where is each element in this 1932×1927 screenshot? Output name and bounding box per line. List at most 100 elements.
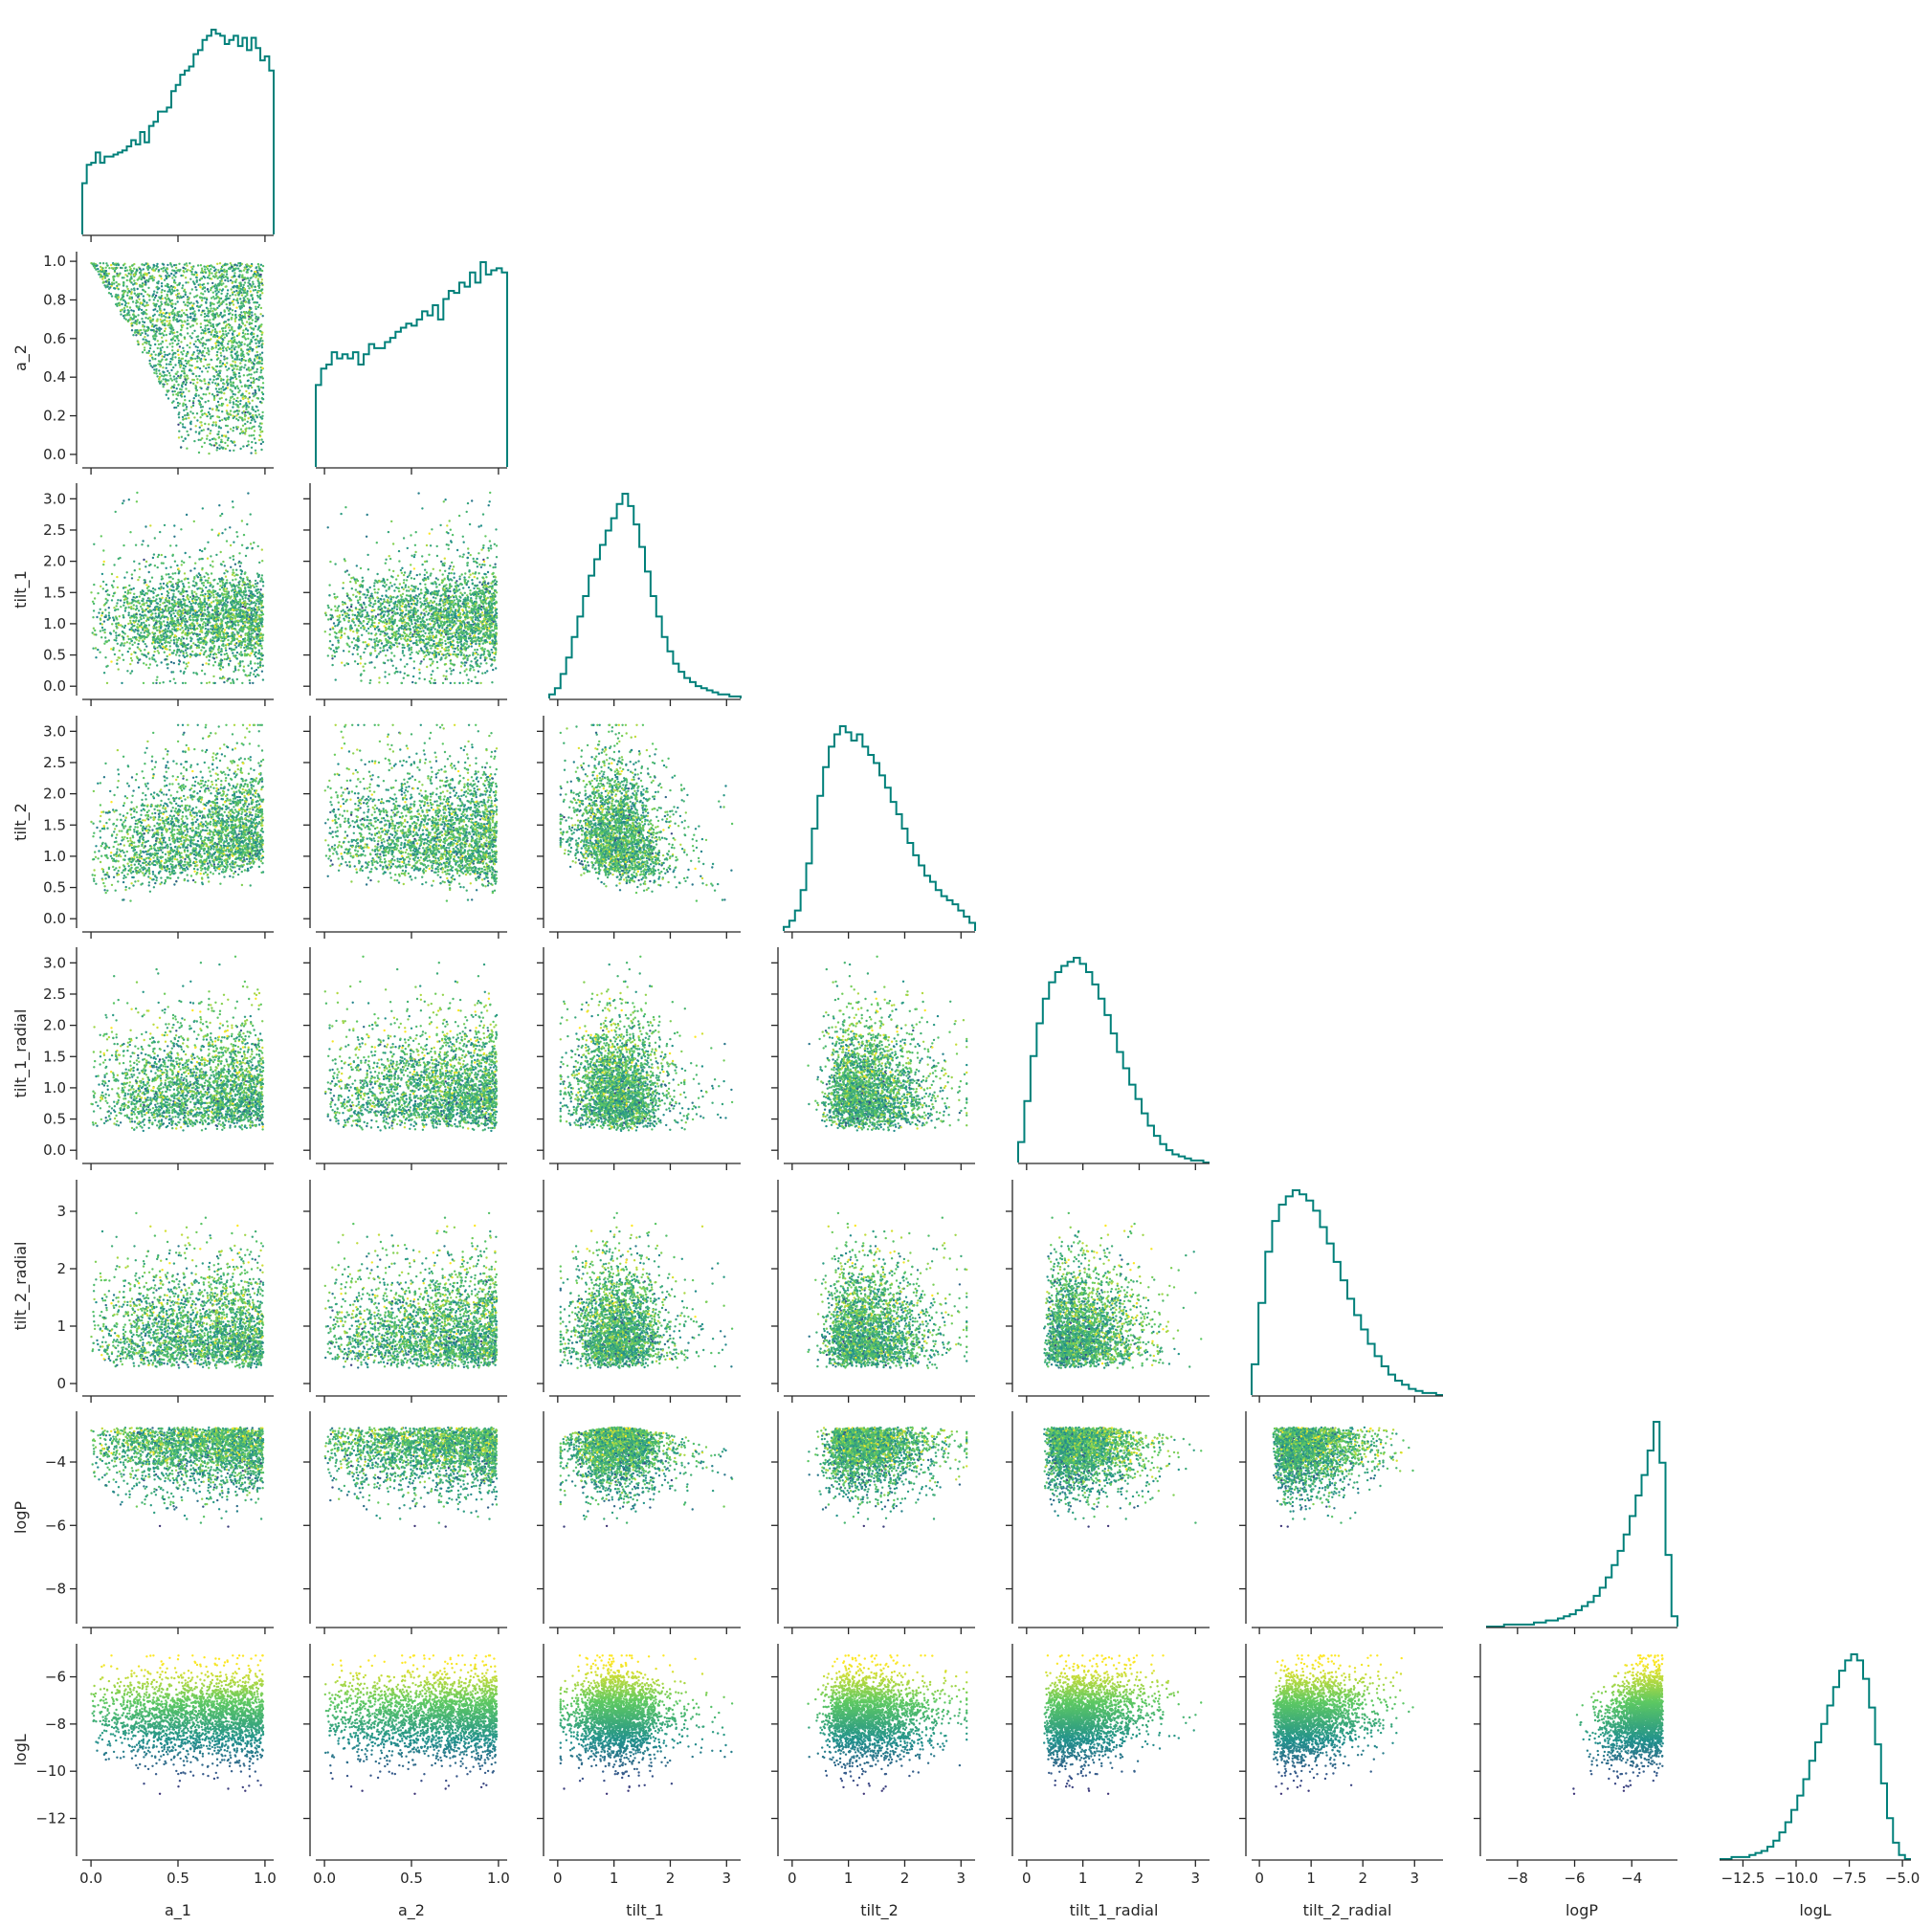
scatter-point — [171, 349, 173, 351]
scatter-point — [185, 360, 187, 362]
scatter-points — [90, 262, 264, 454]
scatter-point — [137, 341, 139, 343]
scatter-point — [257, 340, 259, 342]
scatter-point — [149, 363, 151, 365]
scatter-point — [209, 439, 211, 441]
histogram-a_1 — [82, 30, 274, 234]
scatter-point — [187, 323, 189, 325]
scatter-point — [167, 294, 168, 296]
scatter-point — [253, 328, 255, 330]
scatter-point — [170, 364, 172, 365]
scatter-point — [220, 441, 222, 443]
scatter-point — [174, 307, 176, 309]
scatter-point — [208, 423, 210, 425]
scatter-point — [198, 432, 200, 434]
scatter-point — [147, 304, 149, 306]
scatter-point — [182, 423, 184, 425]
scatter-point — [195, 393, 197, 395]
scatter-point — [124, 270, 126, 272]
scatter-point — [189, 365, 190, 366]
scatter-point — [185, 384, 187, 386]
scatter-point — [204, 383, 206, 385]
scatter-point — [130, 293, 132, 295]
scatter-point — [227, 293, 229, 295]
scatter-point — [129, 319, 131, 321]
scatter-point — [165, 354, 167, 356]
scatter-point — [222, 330, 224, 332]
scatter-point — [203, 429, 205, 431]
scatter-point — [261, 367, 263, 369]
scatter-point — [258, 389, 260, 391]
scatter-point — [130, 309, 132, 311]
scatter-point — [209, 277, 211, 279]
scatter-point — [190, 369, 192, 371]
scatter-point — [221, 290, 223, 292]
scatter-point — [203, 393, 205, 395]
scatter-point — [242, 425, 244, 427]
scatter-point — [137, 278, 139, 280]
scatter-point — [181, 309, 183, 311]
scatter-point — [215, 331, 217, 333]
scatter-point — [242, 445, 244, 447]
scatter-point — [208, 353, 210, 355]
scatter-point — [154, 358, 156, 360]
scatter-point — [156, 327, 158, 329]
scatter-point — [185, 281, 187, 283]
scatter-point — [251, 408, 253, 410]
scatter-point — [242, 329, 244, 331]
scatter-point — [238, 359, 240, 361]
scatter-point — [169, 374, 171, 376]
scatter-point — [119, 283, 121, 285]
scatter-point — [185, 404, 187, 406]
scatter-point — [100, 262, 101, 264]
scatter-point — [251, 322, 253, 324]
scatter-point — [115, 294, 117, 296]
scatter-point — [224, 279, 226, 281]
scatter-point — [173, 335, 175, 337]
scatter-point — [143, 338, 144, 340]
scatter-point — [193, 274, 195, 276]
scatter-point — [185, 365, 187, 367]
scatter-point — [171, 345, 173, 347]
scatter-point — [146, 334, 148, 336]
scatter-point — [128, 310, 130, 312]
scatter-point — [259, 353, 261, 355]
scatter-point — [239, 379, 241, 381]
scatter-point — [183, 350, 185, 352]
scatter-point — [149, 355, 151, 357]
scatter-point — [241, 393, 243, 395]
scatter-point — [194, 286, 196, 288]
scatter-point — [202, 350, 204, 352]
scatter-point — [256, 351, 258, 353]
scatter-point — [186, 448, 188, 450]
scatter-point — [230, 262, 232, 264]
scatter-point — [141, 332, 143, 334]
scatter-point — [212, 296, 214, 298]
scatter-point — [174, 272, 176, 274]
scatter-point — [142, 325, 144, 327]
scatter-point — [190, 365, 192, 366]
scatter-point — [157, 347, 159, 349]
scatter-point — [183, 301, 185, 303]
scatter-point — [230, 428, 232, 430]
scatter-point — [248, 373, 250, 375]
scatter-point — [161, 285, 163, 287]
scatter-point — [254, 313, 255, 315]
scatter-point — [248, 444, 250, 446]
scatter-point — [185, 417, 187, 419]
scatter-point — [251, 314, 253, 316]
scatter-point — [253, 336, 255, 338]
scatter-point — [193, 283, 195, 285]
scatter-point — [170, 339, 172, 341]
scatter-point — [207, 310, 209, 312]
scatter-point — [189, 313, 191, 315]
scatter-point — [221, 419, 223, 421]
scatter-point — [187, 316, 189, 318]
scatter-point — [155, 268, 157, 270]
scatter-point — [135, 320, 137, 321]
scatter-point — [210, 430, 211, 432]
scatter-point — [208, 366, 210, 368]
scatter-point — [251, 447, 253, 449]
scatter-point — [237, 388, 239, 389]
scatter-point — [241, 321, 243, 323]
